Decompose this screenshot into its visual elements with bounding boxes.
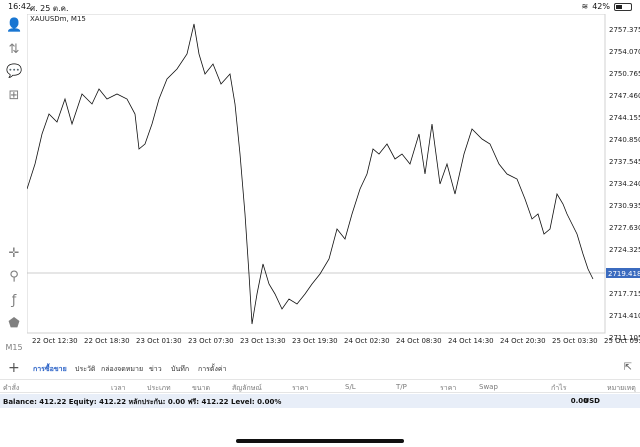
battery-icon (614, 2, 632, 11)
y-tick-label: 2730.935 (609, 202, 640, 210)
y-tick-label: 2717.715 (609, 290, 640, 298)
y-tick-label: 2740.850 (609, 136, 640, 144)
add-icon[interactable]: + (8, 360, 20, 376)
function-icon[interactable]: ƒ (11, 293, 17, 308)
col-tp: T/P (396, 383, 407, 391)
y-tick-label: 2727.630 (609, 224, 640, 232)
x-tick-label: 23 Oct 19:30 (292, 337, 338, 345)
tab-settings[interactable]: การตั้งค่า (198, 365, 227, 373)
battery-label: 42% (592, 2, 610, 11)
y-tick-label: 2737.545 (609, 158, 640, 166)
y-tick-label: 2747.460 (609, 92, 640, 100)
clock: 16:42 (8, 2, 32, 11)
col-symbol: สัญลักษณ์ (232, 384, 262, 392)
x-tick-label: 22 Oct 18:30 (84, 337, 130, 345)
crosshair-icon[interactable]: ✛ (8, 246, 20, 261)
col-price: ราคา (292, 384, 309, 392)
x-tick-label: 23 Oct 07:30 (188, 337, 234, 345)
col-time: เวลา (111, 384, 126, 392)
expand-icon[interactable]: ⇱ (623, 362, 632, 373)
y-tick-label: 2711.105 (609, 334, 640, 342)
date: ศ. 25 ต.ค. (30, 4, 69, 13)
x-tick-label: 24 Oct 14:30 (448, 337, 494, 345)
account-icon[interactable]: 👤 (6, 18, 23, 33)
x-tick-label: 22 Oct 12:30 (32, 337, 78, 345)
col-type: ประเภท (147, 384, 171, 392)
current-price-label: 2719.418 (608, 270, 640, 278)
indicators-icon[interactable]: ⚲ (9, 269, 19, 284)
x-tick-label: 23 Oct 13:30 (240, 337, 286, 345)
objects-icon[interactable]: ⬟ (8, 316, 20, 331)
y-tick-label: 2750.765 (609, 70, 640, 78)
x-tick-label: 24 Oct 08:30 (396, 337, 442, 345)
bottom-panel: + การซื้อขาย ประวัติ กล่องจดหมาย ข่าว บั… (0, 356, 640, 447)
col-size: ขนาด (192, 384, 211, 392)
y-tick-label: 2734.240 (609, 180, 640, 188)
col-price2: ราคา (440, 384, 457, 392)
chart-area[interactable]: 2757.375 2754.070 2750.765 2747.460 2744.155… (26, 13, 640, 347)
tab-journal[interactable]: บันทึก (171, 365, 190, 373)
x-tick-label: 25 Oct 09:30 (604, 337, 640, 345)
trade-arrows-icon[interactable]: ⇅ (8, 42, 20, 57)
current-price-tag (606, 268, 640, 278)
chat-icon[interactable]: 💬 (6, 64, 23, 79)
tab-trade[interactable]: การซื้อขาย (33, 365, 67, 373)
new-order-icon[interactable]: ⊞ (8, 88, 20, 103)
left-toolbar: 👤 ⇅ 💬 ⊞ ✛ ⚲ ƒ ⬟ M15 (0, 14, 27, 352)
tab-bar: + การซื้อขาย ประวัติ กล่องจดหมาย ข่าว บั… (0, 358, 640, 378)
col-swap: Swap (479, 383, 498, 391)
status-bar: 16:42 ศ. 25 ต.ค. ≋ 42% (0, 0, 640, 14)
y-tick-label: 2744.155 (609, 114, 640, 122)
balance-text: Balance: 412.22 Equity: 412.22 หลักประกั… (3, 398, 282, 406)
x-tick-label: 24 Oct 20:30 (500, 337, 546, 345)
y-tick-label: 2714.410 (609, 312, 640, 320)
x-tick-label: 25 Oct 03:30 (552, 337, 598, 345)
y-tick-label: 2754.070 (609, 48, 640, 56)
x-tick-label: 24 Oct 02:30 (344, 337, 390, 345)
col-comment: หมายเหตุ (607, 384, 636, 392)
symbol-label: XAUUSDm, M15 (30, 15, 86, 23)
price-chart[interactable]: 2757.375 2754.070 2750.765 2747.460 2744.155… (26, 13, 640, 347)
tab-history[interactable]: ประวัติ (75, 365, 96, 373)
currency: USD (583, 397, 600, 405)
timeframe-button[interactable]: M15 (5, 343, 23, 352)
price-line (26, 23, 594, 325)
y-tick-label: 2724.325 (609, 246, 640, 254)
tab-mailbox[interactable]: กล่องจดหมาย (101, 365, 144, 373)
col-profit: กำไร (551, 384, 567, 392)
wifi-icon: ≋ (581, 2, 589, 11)
home-indicator[interactable] (236, 439, 404, 443)
y-tick-label: 2757.375 (609, 26, 640, 34)
column-header: คำสั่ง เวลา ประเภท ขนาด สัญลักษณ์ ราคา S… (0, 379, 640, 393)
x-tick-label: 23 Oct 01:30 (136, 337, 182, 345)
balance-row: Balance: 412.22 Equity: 412.22 หลักประกั… (0, 394, 640, 408)
tab-news[interactable]: ข่าว (149, 365, 162, 373)
plot-frame (26, 13, 606, 334)
col-sl: S/L (345, 383, 356, 391)
col-order: คำสั่ง (3, 384, 20, 392)
profit-value: 0.00 (570, 397, 588, 405)
